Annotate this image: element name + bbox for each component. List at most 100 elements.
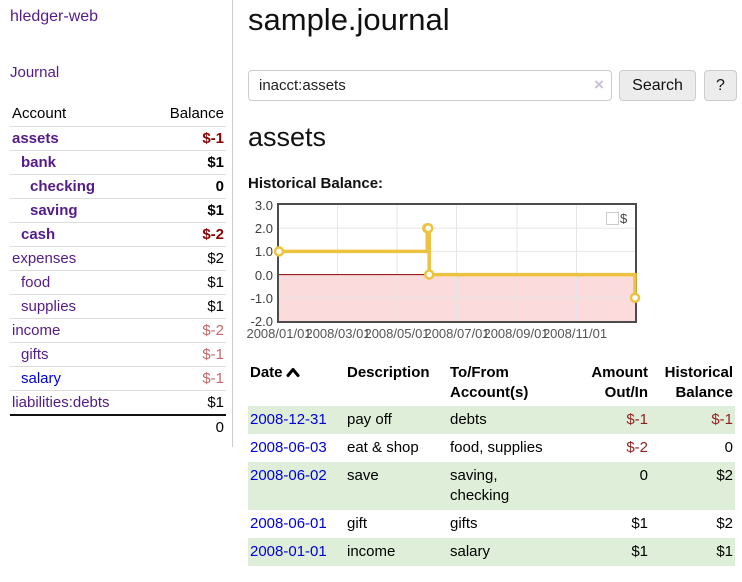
description-column-header: Description xyxy=(347,364,430,381)
account-row-liabilities-debts: liabilities:debts $1 xyxy=(10,390,226,415)
accounts-table-header: Account Balance xyxy=(10,102,226,127)
account-balance: $1 xyxy=(147,390,226,415)
balance-column-header: Balance xyxy=(147,102,226,127)
help-button[interactable]: ? xyxy=(704,70,737,101)
account-link-cash[interactable]: cash xyxy=(21,225,56,243)
account-row-checking: checking 0 xyxy=(10,174,226,199)
sidebar-item-journal[interactable]: Journal xyxy=(10,64,60,81)
accounts-total-row: 0 xyxy=(10,413,226,439)
x-axis-tick: 2008/09/01 xyxy=(483,326,549,341)
account-link-liabilities-debts[interactable]: liabilities:debts xyxy=(12,393,110,411)
account-link-bank[interactable]: bank xyxy=(21,153,57,171)
account-row-bank: bank $1 xyxy=(10,150,226,175)
main-content: sample.journal × Search ? assets Histori… xyxy=(246,0,742,582)
y-axis-tick: 0.0 xyxy=(254,268,273,283)
transaction-balance: $-1 xyxy=(650,406,735,434)
x-axis-tick: 2008/03/01 xyxy=(305,326,371,341)
account-link-food[interactable]: food xyxy=(21,273,51,291)
chart-title: Historical Balance: xyxy=(248,175,384,192)
legend-label: $ xyxy=(620,211,628,226)
balance-column-header: Historical Balance xyxy=(664,364,733,401)
page-title: sample.journal xyxy=(248,2,450,37)
x-axis-tick: 2008/01/01 xyxy=(246,326,312,341)
x-axis-tick: 2008/07/01 xyxy=(424,326,490,341)
y-axis-tick: -1.0 xyxy=(250,291,273,306)
search-button[interactable]: Search xyxy=(619,70,696,101)
accounts-total-value: 0 xyxy=(147,413,226,439)
transaction-description: income xyxy=(345,538,448,566)
transaction-amount: 0 xyxy=(560,462,650,510)
transaction-row: 2008-12-31 pay off debts $-1 $-1 xyxy=(248,406,735,434)
transaction-balance: $2 xyxy=(716,515,733,532)
transaction-date-link[interactable]: 2008-06-03 xyxy=(250,439,327,456)
x-axis-tick: 2008/11/01 xyxy=(542,326,608,341)
transaction-balance: $2 xyxy=(650,462,735,510)
account-link-income[interactable]: income xyxy=(12,321,61,339)
legend-swatch-icon xyxy=(606,212,619,225)
account-balance: $-1 xyxy=(147,366,226,391)
historical-balance-chart: 3.0 2.0 1.0 0.0 -1.0 -2.0 2008/01/01 200… xyxy=(246,198,742,349)
account-balance: $1 xyxy=(147,198,226,223)
transaction-row: 2008-06-03 eat & shop food, supplies $-2… xyxy=(248,434,735,462)
transaction-date-link[interactable]: 2008-06-01 xyxy=(250,515,327,532)
account-link-saving[interactable]: saving xyxy=(30,201,78,219)
transaction-accounts: debts xyxy=(448,406,560,434)
account-link-checking[interactable]: checking xyxy=(30,177,96,195)
account-balance: $-1 xyxy=(147,342,226,367)
register-table: Date Description To/From Account(s) Amoun… xyxy=(248,360,735,566)
accounts-table: Account Balance assets $-1 bank $1 check… xyxy=(10,102,226,439)
transaction-accounts: salary xyxy=(448,538,560,566)
account-column-header: Account xyxy=(10,102,148,127)
sort-ascending-icon xyxy=(286,368,300,377)
chart-legend: $ xyxy=(606,211,627,226)
account-row-saving: saving $1 xyxy=(10,198,226,223)
account-link-gifts[interactable]: gifts xyxy=(21,345,49,363)
account-row-supplies: supplies $1 xyxy=(10,294,226,319)
brand-link[interactable]: hledger-web xyxy=(10,8,99,25)
account-balance: $1 xyxy=(147,150,226,175)
transaction-description: save xyxy=(345,462,448,510)
account-row-income: income $-2 xyxy=(10,318,226,343)
transaction-description: pay off xyxy=(345,406,448,434)
account-row-assets: assets $-1 xyxy=(10,126,226,151)
transaction-date-link[interactable]: 2008-06-02 xyxy=(250,467,327,484)
clear-search-icon[interactable]: × xyxy=(594,75,604,94)
account-link-salary[interactable]: salary xyxy=(21,369,62,387)
account-balance: $-2 xyxy=(147,318,226,343)
y-axis-tick: 1.0 xyxy=(254,244,273,259)
transaction-description: eat & shop xyxy=(347,439,419,456)
transaction-amount: $1 xyxy=(560,538,650,566)
transaction-row: 2008-06-01 gift gifts $1 $2 xyxy=(248,510,735,538)
account-row-gifts: gifts $-1 xyxy=(10,342,226,367)
transaction-row: 2008-06-02 save saving, checking 0 $2 xyxy=(248,462,735,510)
account-balance: $-2 xyxy=(147,222,226,247)
account-row-food: food $1 xyxy=(10,270,226,295)
search-input[interactable] xyxy=(248,70,612,101)
account-balance: 0 xyxy=(147,174,226,199)
transaction-accounts: food, supplies xyxy=(450,439,543,456)
account-balance: $2 xyxy=(147,246,226,271)
transaction-amount: $-2 xyxy=(626,439,648,456)
transaction-balance: $1 xyxy=(650,538,735,566)
chart-plot-area xyxy=(273,203,641,323)
sidebar: hledger-web Journal Account Balance asse… xyxy=(0,0,233,447)
accounts-column-header: To/From Account(s) xyxy=(450,364,529,401)
register-header-row: Date Description To/From Account(s) Amoun… xyxy=(248,360,735,406)
account-balance: $1 xyxy=(147,294,226,319)
account-row-expenses: expenses $2 xyxy=(10,246,226,271)
search-form: × Search ? xyxy=(248,70,742,101)
amount-column-header: Amount Out/In xyxy=(591,364,648,401)
date-column-header[interactable]: Date xyxy=(248,360,345,406)
account-heading: assets xyxy=(248,122,327,152)
transaction-date-link[interactable]: 2008-12-31 xyxy=(250,411,327,428)
transaction-date-link[interactable]: 2008-01-01 xyxy=(250,543,327,560)
y-axis-tick: 2.0 xyxy=(254,221,273,236)
account-link-assets[interactable]: assets xyxy=(12,129,59,147)
account-row-salary: salary $-1 xyxy=(10,366,226,391)
transaction-balance: 0 xyxy=(724,439,733,456)
account-link-supplies[interactable]: supplies xyxy=(21,297,77,315)
account-link-expenses[interactable]: expenses xyxy=(12,249,77,267)
y-axis-tick: 3.0 xyxy=(254,198,273,213)
transaction-row: 2008-01-01 income salary $1 $1 xyxy=(248,538,735,566)
